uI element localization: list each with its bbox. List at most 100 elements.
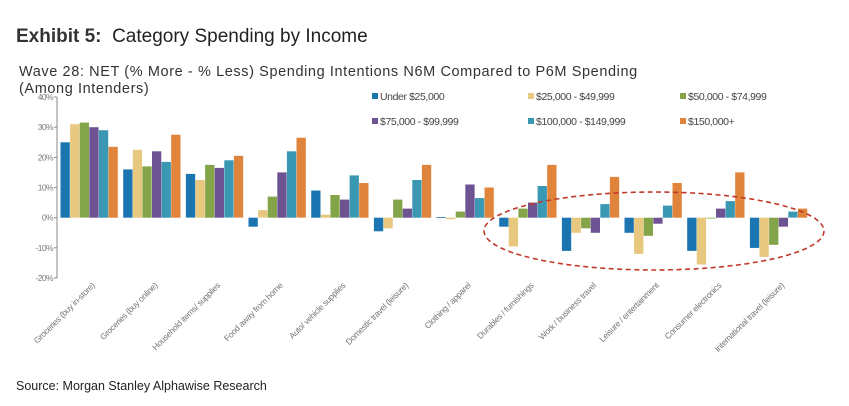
bar — [258, 210, 268, 218]
bar — [797, 208, 808, 218]
source-note: Source: Morgan Stanley Alphawise Researc… — [16, 379, 267, 393]
bar — [696, 217, 707, 265]
bar — [499, 217, 509, 227]
x-category-label: Clothing / apparel — [422, 280, 473, 331]
bar — [590, 217, 600, 233]
bar — [233, 155, 244, 218]
y-tick-label: 20% — [38, 152, 54, 162]
bar — [528, 202, 538, 218]
bar — [70, 124, 80, 218]
bar — [634, 217, 644, 254]
legend-swatch — [528, 118, 534, 124]
x-category-label: Household items/ supplies — [150, 280, 222, 352]
bar — [788, 211, 798, 218]
bar — [349, 175, 359, 218]
x-category-label: Groceries (buy online) — [98, 280, 160, 342]
bar — [108, 146, 118, 218]
bar — [161, 161, 171, 218]
bar — [735, 172, 745, 218]
bar — [421, 164, 432, 218]
x-category-label: Auto/ vehicle supplies — [287, 280, 348, 341]
bar — [455, 211, 465, 218]
bar — [662, 205, 673, 218]
y-tick-label: 30% — [38, 122, 54, 132]
y-tick-label: 40% — [38, 92, 54, 102]
bar — [195, 180, 205, 218]
bar — [643, 217, 653, 236]
bar — [609, 176, 620, 218]
bar — [224, 160, 234, 218]
legend-label: $150,000+ — [688, 116, 735, 128]
bar — [248, 217, 258, 227]
bar — [581, 217, 591, 229]
bar — [393, 199, 403, 218]
exhibit-label: Exhibit 5: — [16, 26, 102, 47]
legend-label: $75,000 - $99,999 — [380, 116, 459, 128]
bar — [340, 199, 350, 218]
x-category-label: Domestic travel (leisure) — [344, 280, 411, 347]
bar — [330, 195, 340, 218]
bar — [653, 217, 663, 224]
bar — [383, 217, 393, 229]
bar — [624, 217, 634, 233]
bar — [571, 217, 581, 233]
bar — [687, 217, 697, 251]
bar — [508, 217, 519, 247]
y-tick-label: 0% — [42, 213, 54, 223]
bar — [152, 151, 162, 218]
x-category-label: Durables / furnishings — [475, 280, 536, 341]
x-category-label: Food away from home — [222, 280, 285, 343]
bar — [412, 180, 422, 218]
bar — [759, 217, 769, 257]
bar — [706, 217, 716, 219]
bar — [373, 217, 384, 232]
bar — [561, 217, 572, 251]
x-category-label: International travel (leisure) — [713, 280, 787, 354]
exhibit-heading: Exhibit 5: Category Spending by Income — [16, 26, 368, 48]
bar — [769, 217, 779, 245]
x-category-label: Consumer electronics — [662, 280, 723, 341]
chart-subtitle: Wave 28: NET (% More - % Less) Spending … — [19, 64, 638, 98]
bar — [267, 196, 277, 218]
bar — [98, 130, 109, 218]
y-tick-label: -10% — [36, 243, 54, 253]
bar — [142, 166, 152, 218]
legend-label: Under $25,000 — [380, 91, 445, 103]
bar — [600, 204, 610, 218]
legend-swatch — [372, 93, 378, 99]
bar — [296, 137, 306, 218]
x-category-label: Leisure / entertainment — [597, 280, 661, 344]
bar — [123, 169, 133, 218]
bar — [320, 214, 331, 218]
bar — [778, 217, 788, 227]
legend-swatch — [680, 118, 686, 124]
bar — [436, 217, 446, 218]
chart-subtitle-line1: Wave 28: NET (% More - % Less) Spending … — [19, 64, 638, 80]
bar — [672, 183, 682, 218]
bar — [132, 149, 143, 218]
bar — [79, 122, 89, 218]
y-tick-label: -20% — [36, 273, 54, 283]
bar — [749, 217, 760, 248]
chart-subtitle-line2: (Among Intenders) — [19, 81, 150, 97]
legend-label: $100,000 - $149,999 — [536, 116, 626, 128]
highlight-ellipse — [483, 191, 825, 271]
bar — [518, 208, 528, 218]
legend-label: $50,000 - $74,999 — [688, 91, 767, 103]
legend-swatch — [528, 93, 534, 99]
bar — [474, 198, 485, 218]
bar — [725, 201, 735, 218]
bar — [716, 208, 726, 218]
bar — [311, 190, 321, 218]
legend-label: $25,000 - $49,999 — [536, 91, 615, 103]
bar — [60, 142, 70, 218]
legend-swatch — [680, 93, 686, 99]
bar — [214, 167, 224, 218]
bar — [484, 187, 494, 218]
x-category-label: Work / business travel — [537, 280, 599, 342]
bar — [465, 184, 475, 218]
legend-swatch — [372, 118, 378, 124]
x-category-label: Groceries (buy in-store) — [32, 280, 97, 345]
bar — [547, 164, 557, 218]
bar — [205, 164, 215, 218]
